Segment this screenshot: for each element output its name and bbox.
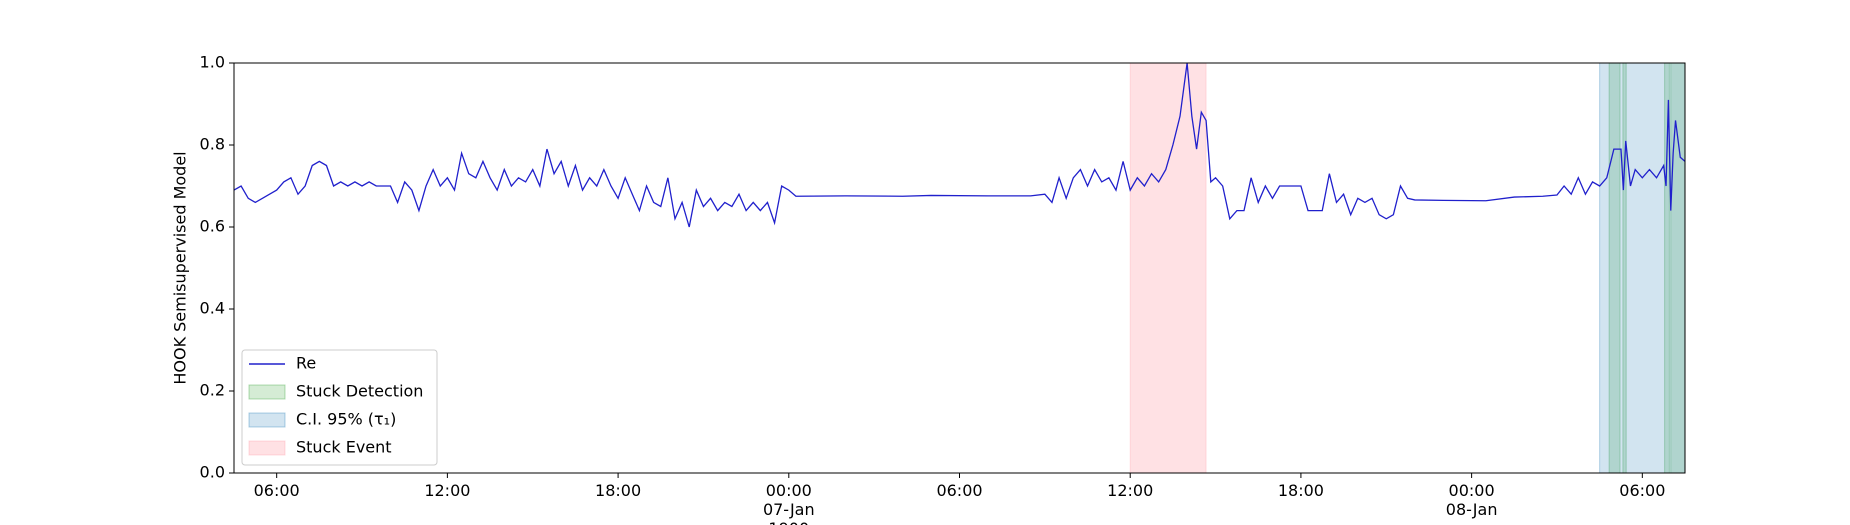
span	[1599, 62, 1686, 474]
y-tick-label: 0.6	[200, 217, 225, 236]
legend-patch	[248, 440, 286, 456]
legend-label: Stuck Event	[296, 438, 392, 457]
x-tick-label: 06:00	[253, 481, 300, 500]
x-tick-label: 18:00	[595, 481, 642, 500]
x-tick-label: 00:00 08-Jan	[1445, 481, 1498, 519]
x-tick-label: 06:00	[936, 481, 983, 500]
x-tick-label: 06:00	[1619, 481, 1666, 500]
y-tick-label: 0.2	[200, 381, 225, 400]
y-tick-label: 0.8	[200, 135, 225, 154]
x-tick-label: 18:00	[1277, 481, 1324, 500]
x-tick-label: 12:00	[1107, 481, 1154, 500]
line	[233, 62, 1686, 228]
legend-label: C.I. 95% (τ₁)	[296, 410, 396, 429]
span	[1129, 62, 1207, 474]
y-axis-label: HOOK Semisupervised Model	[171, 151, 190, 384]
x-tick-label: 12:00	[424, 481, 471, 500]
legend-box	[241, 349, 438, 466]
y-tick-label: 1.0	[200, 53, 225, 72]
legend-label: Re	[296, 354, 316, 373]
legend-patch	[248, 412, 286, 428]
y-tick-label: 0.4	[200, 299, 225, 318]
y-tick-label: 0.0	[200, 463, 225, 482]
legend-patch	[248, 384, 286, 400]
legend-label: Stuck Detection	[296, 382, 423, 401]
x-tick-label: 00:00 07-Jan 1900	[762, 481, 815, 525]
plot-frame	[233, 62, 1686, 474]
